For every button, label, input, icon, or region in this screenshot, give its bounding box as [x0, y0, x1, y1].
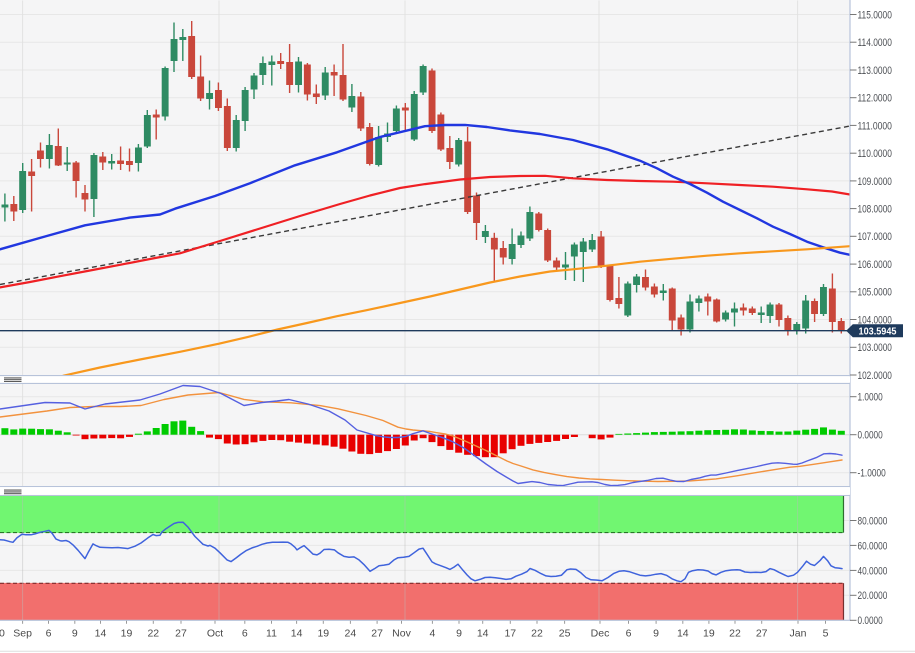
svg-text:107.0000: 107.0000 [858, 231, 892, 243]
svg-text:Oct: Oct [207, 628, 223, 640]
svg-text:9: 9 [653, 628, 659, 640]
svg-text:Dec: Dec [591, 628, 610, 640]
svg-text:112.0000: 112.0000 [858, 93, 892, 105]
svg-text:6: 6 [626, 628, 632, 640]
svg-text:9: 9 [456, 628, 462, 640]
svg-text:111.0000: 111.0000 [858, 120, 892, 132]
svg-text:27: 27 [175, 628, 187, 640]
svg-text:80.0000: 80.0000 [858, 515, 888, 527]
svg-text:14: 14 [95, 628, 107, 640]
svg-text:103.0000: 103.0000 [858, 342, 892, 354]
svg-text:11: 11 [266, 628, 277, 640]
svg-text:1.0000: 1.0000 [858, 392, 883, 404]
svg-text:9: 9 [72, 628, 78, 640]
svg-text:Jan: Jan [790, 628, 807, 640]
svg-text:113.0000: 113.0000 [858, 65, 892, 77]
svg-text:27: 27 [756, 628, 768, 640]
svg-text:0.0000: 0.0000 [858, 430, 883, 442]
svg-text:104.0000: 104.0000 [858, 314, 892, 326]
svg-text:22: 22 [729, 628, 741, 640]
svg-text:110.0000: 110.0000 [858, 148, 892, 160]
svg-text:14: 14 [677, 628, 689, 640]
svg-text:19: 19 [317, 628, 329, 640]
svg-text:19: 19 [703, 628, 715, 640]
svg-text:106.0000: 106.0000 [858, 259, 892, 271]
svg-text:5: 5 [823, 628, 829, 640]
svg-text:19: 19 [121, 628, 133, 640]
svg-text:114.0000: 114.0000 [858, 37, 892, 49]
svg-text:102.0000: 102.0000 [858, 370, 892, 382]
svg-text:-1.0000: -1.0000 [858, 468, 886, 480]
svg-text:108.0000: 108.0000 [858, 204, 892, 216]
svg-text:17: 17 [504, 628, 516, 640]
svg-text:6: 6 [46, 628, 52, 640]
svg-text:14: 14 [477, 628, 489, 640]
svg-text:115.0000: 115.0000 [858, 9, 892, 21]
svg-text:20.0000: 20.0000 [858, 590, 888, 602]
svg-text:22: 22 [147, 628, 159, 640]
svg-text:Sep: Sep [13, 628, 32, 640]
svg-text:4: 4 [429, 628, 435, 640]
svg-text:25: 25 [559, 628, 571, 640]
svg-text:24: 24 [345, 628, 357, 640]
svg-text:30: 30 [0, 628, 5, 640]
svg-text:Nov: Nov [392, 628, 411, 640]
svg-text:105.0000: 105.0000 [858, 287, 892, 299]
svg-text:40.0000: 40.0000 [858, 565, 888, 577]
svg-text:103.5945: 103.5945 [859, 325, 897, 337]
svg-text:6: 6 [242, 628, 248, 640]
svg-text:27: 27 [371, 628, 383, 640]
svg-text:22: 22 [531, 628, 543, 640]
svg-text:14: 14 [291, 628, 303, 640]
svg-text:60.0000: 60.0000 [858, 540, 888, 552]
svg-text:0.0000: 0.0000 [858, 615, 883, 627]
svg-text:109.0000: 109.0000 [858, 176, 892, 188]
